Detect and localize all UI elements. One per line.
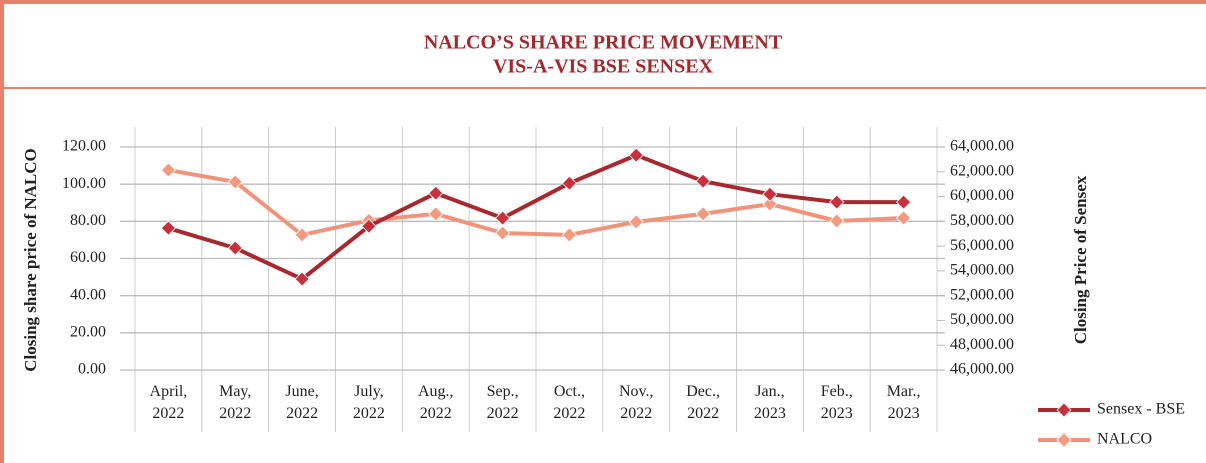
y-axis-title: Closing share price of NALCO (21, 148, 40, 372)
data-point (896, 194, 912, 210)
x-tick-label: Sep., 2022 (487, 383, 519, 422)
data-point (160, 220, 176, 236)
data-point (829, 213, 845, 229)
data-point (495, 210, 511, 226)
legend-marker (1056, 402, 1072, 418)
y2-axis-title: Closing Price of Sensex (1071, 175, 1090, 344)
data-point (294, 271, 310, 287)
y-tick-label: 100.00 (62, 175, 106, 192)
series-line (168, 168, 904, 238)
x-tick-label: July, 2022 (353, 383, 385, 422)
data-point (428, 185, 444, 201)
legend-label: NALCO (1097, 431, 1152, 448)
x-tick-label: Dec., 2022 (686, 383, 720, 422)
x-tick-label: Jan., 2023 (754, 383, 786, 422)
y-tick-label: 20.00 (70, 324, 106, 341)
y2-tick-label: 48,000.00 (950, 336, 1014, 353)
y2-tick-label: 58,000.00 (950, 212, 1014, 229)
y2-tick-label: 56,000.00 (950, 237, 1014, 254)
data-point (160, 162, 176, 178)
x-tick-label: June, 2022 (285, 383, 318, 422)
x-tick-label: Oct., 2022 (553, 383, 585, 422)
y-tick-label: 80.00 (70, 212, 106, 229)
data-point (695, 206, 711, 222)
x-tick-label: Nov., 2022 (619, 383, 654, 422)
data-point (628, 147, 644, 163)
data-point (361, 218, 377, 234)
x-tick-label: Feb., 2023 (821, 383, 853, 422)
y2-tick-label: 50,000.00 (950, 311, 1014, 328)
data-point (428, 206, 444, 222)
series-line (167, 153, 904, 282)
data-point (695, 173, 711, 189)
data-point (495, 225, 511, 241)
x-tick-label: Mar., 2023 (887, 383, 921, 422)
legend-marker (1056, 432, 1072, 448)
legend-label: Sensex - BSE (1097, 401, 1185, 418)
data-point (762, 186, 778, 202)
x-tick-label: April, 2022 (150, 383, 188, 422)
chart-title: NALCO’S SHARE PRICE MOVEMENT (424, 32, 783, 54)
data-point (829, 194, 845, 210)
data-point (762, 196, 778, 212)
data-point (561, 175, 577, 191)
data-point (294, 227, 310, 243)
y-tick-label: 120.00 (62, 138, 106, 155)
data-point (227, 174, 243, 190)
y2-tick-label: 46,000.00 (950, 361, 1014, 378)
y-tick-label: 0.00 (78, 361, 106, 378)
x-tick-label: Aug., 2022 (418, 383, 454, 422)
data-point (628, 214, 644, 230)
x-tick-label: May, 2022 (219, 383, 251, 422)
y-tick-label: 60.00 (70, 249, 106, 266)
y2-tick-label: 54,000.00 (950, 262, 1014, 279)
data-point (561, 227, 577, 243)
y2-tick-label: 52,000.00 (950, 286, 1014, 303)
y-tick-label: 40.00 (70, 286, 106, 303)
y2-tick-label: 64,000.00 (950, 138, 1014, 155)
y2-tick-label: 60,000.00 (950, 187, 1014, 204)
chart-subtitle: VIS-A-VIS BSE SENSEX (493, 56, 714, 78)
data-point (896, 210, 912, 226)
data-point (227, 240, 243, 256)
y2-tick-label: 62,000.00 (950, 162, 1014, 179)
